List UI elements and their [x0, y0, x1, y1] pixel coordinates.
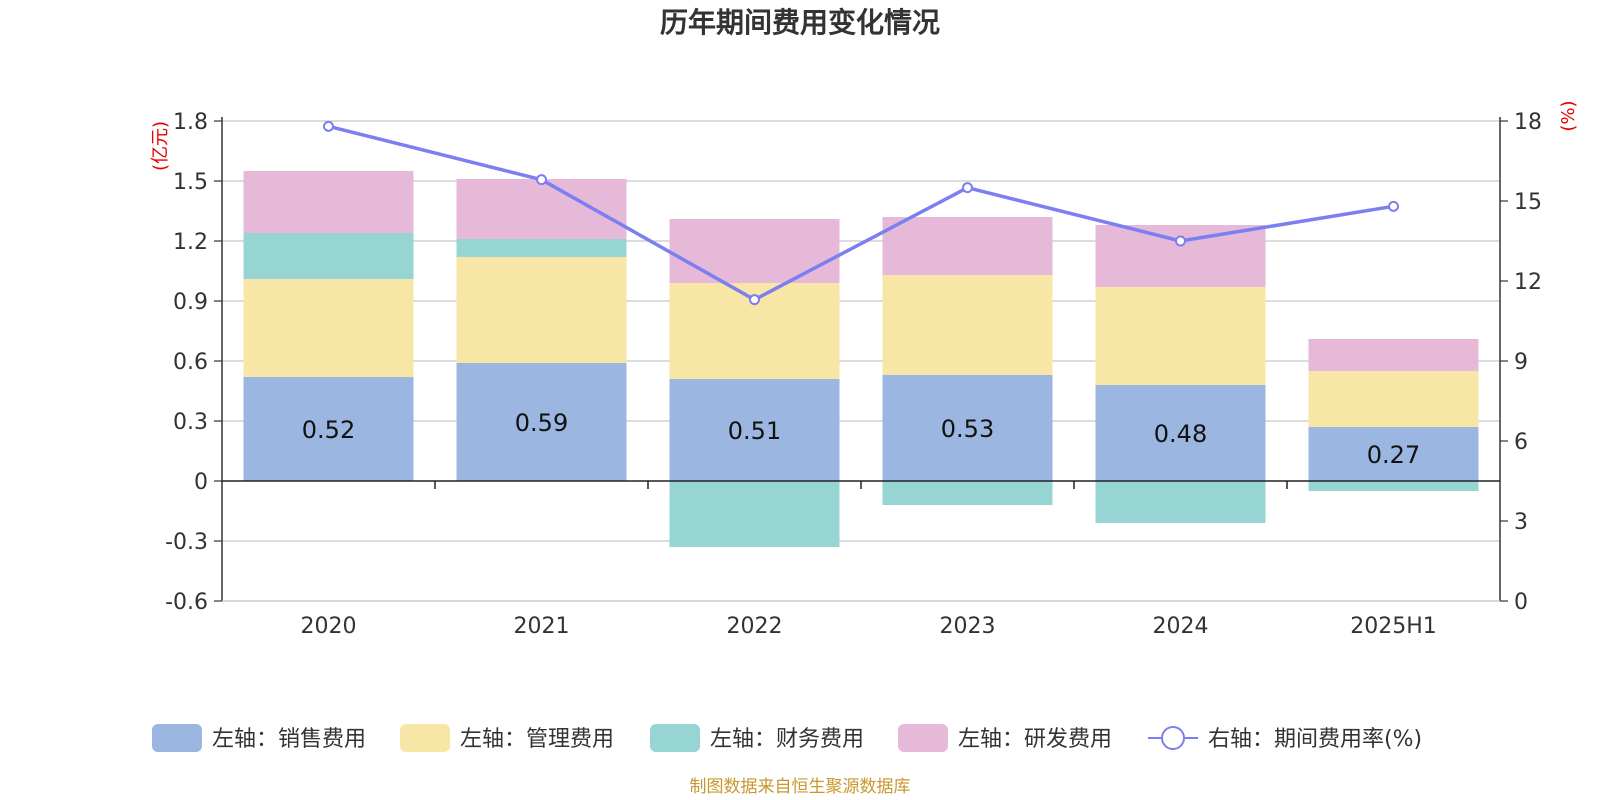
right-tick-label: 9 [1514, 350, 1528, 375]
bar-data-label: 0.52 [302, 416, 355, 444]
right-axis-unit: (%) [1558, 100, 1579, 131]
bar-segment-4-2020 [243, 171, 414, 233]
bar-segment-1-2021 [456, 363, 627, 481]
legend-marker [1161, 726, 1185, 750]
bar-segment-3-2024 [1095, 481, 1266, 523]
right-tick-label: 12 [1514, 270, 1542, 295]
legend-swatch [152, 724, 202, 752]
legend-swatch [650, 724, 700, 752]
right-tick-label: 6 [1514, 430, 1528, 455]
legend-swatch [400, 724, 450, 752]
x-tick-label: 2021 [514, 614, 570, 639]
rate-point [749, 294, 760, 306]
x-tick-label: 2024 [1153, 614, 1209, 639]
rate-line-path [328, 124, 1394, 302]
rate-point [323, 120, 334, 132]
axes: -0.6 -0.3 0 0.3 0.6 0.9 1.2 1.5 1.8 0 3 6 9 12 15 18 202… [165, 110, 1542, 639]
bar-data-label: 0.59 [515, 409, 568, 437]
legend-item-5: 右轴：期间费用率(%) [1148, 726, 1422, 752]
bar-segment-4-2021 [456, 179, 627, 239]
bar-segment-3-2022 [669, 481, 840, 547]
x-tick-label: 2020 [301, 614, 357, 639]
rate-line [323, 120, 1399, 306]
legend-label: 左轴：研发费用 [958, 727, 1112, 752]
bar-segment-3-2025H1 [1308, 481, 1479, 491]
bar-segment-2-2023 [882, 275, 1053, 375]
bar-segment-3-2021 [456, 239, 627, 257]
right-tick-label: 3 [1514, 510, 1528, 535]
bar-data-label: 0.51 [728, 417, 781, 445]
right-tick-label: 0 [1514, 590, 1528, 615]
left-tick-label: 1.2 [173, 230, 208, 255]
left-tick-label: 1.8 [173, 110, 208, 135]
rate-point [1388, 200, 1399, 212]
bar-segment-4-2025H1 [1308, 339, 1479, 371]
rate-point [1175, 235, 1186, 247]
x-tick-label: 2025H1 [1350, 614, 1437, 639]
rate-point [962, 182, 973, 194]
right-tick-label: 18 [1514, 110, 1542, 135]
source-note: 制图数据来自恒生聚源数据库 [690, 777, 911, 797]
left-axis-unit: (亿元) [150, 121, 171, 171]
gridlines [222, 120, 1500, 602]
bar-segment-1-2020 [243, 377, 414, 481]
bar-data-label: 0.53 [941, 415, 994, 443]
right-tick-label: 15 [1514, 190, 1542, 215]
bar-segment-1-2024 [1095, 385, 1266, 481]
left-tick-label: -0.6 [165, 590, 208, 615]
bar-segment-4-2024 [1095, 225, 1266, 287]
bars [243, 171, 1479, 547]
bar-segment-3-2023 [882, 481, 1053, 505]
bar-segment-3-2020 [243, 233, 414, 279]
x-tick-label: 2023 [940, 614, 996, 639]
legend-label: 左轴：销售费用 [212, 727, 366, 752]
left-tick-label: 0.9 [173, 290, 208, 315]
bar-segment-1-2025H1 [1308, 427, 1479, 481]
bar-segment-2-2021 [456, 257, 627, 363]
legend-label: 左轴：财务费用 [710, 727, 864, 752]
legend-item-3: 左轴：财务费用 [650, 724, 864, 752]
legend: 左轴：销售费用 左轴：管理费用 左轴：财务费用 左轴：研发费用 右轴：期间费用率(%) [152, 724, 1422, 752]
legend-item-4: 左轴：研发费用 [898, 724, 1112, 752]
bar-segment-2-2020 [243, 279, 414, 377]
legend-item-1: 左轴：销售费用 [152, 724, 366, 752]
left-tick-label: -0.3 [165, 530, 208, 555]
rate-point [536, 174, 547, 186]
left-tick-label: 1.5 [173, 170, 208, 195]
bar-segment-1-2023 [882, 375, 1053, 481]
bar-segment-2-2024 [1095, 287, 1266, 385]
bar-segment-4-2023 [882, 217, 1053, 275]
data-labels: 0.52 0.59 0.51 0.53 0.48 0.27 [302, 409, 1420, 469]
left-tick-label: 0 [194, 470, 208, 495]
left-tick-label: 0.6 [173, 350, 208, 375]
legend-swatch [898, 724, 948, 752]
legend-label: 左轴：管理费用 [460, 727, 614, 752]
legend-item-2: 左轴：管理费用 [400, 724, 614, 752]
bar-segment-4-2022 [669, 219, 840, 283]
bar-segment-1-2022 [669, 379, 840, 481]
bar-segment-2-2025H1 [1308, 371, 1479, 427]
bar-data-label: 0.48 [1154, 420, 1207, 448]
left-tick-label: 0.3 [173, 410, 208, 435]
x-tick-label: 2022 [727, 614, 783, 639]
chart-title: 历年期间费用变化情况 [660, 6, 940, 39]
legend-label: 右轴：期间费用率(%) [1208, 727, 1422, 752]
bar-data-label: 0.27 [1367, 441, 1420, 469]
